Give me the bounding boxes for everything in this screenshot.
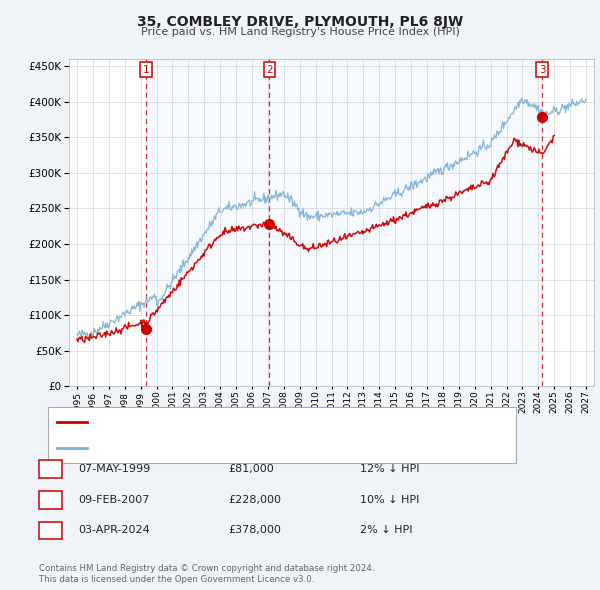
Text: 3: 3 — [47, 526, 54, 535]
Bar — [146, 59, 269, 386]
Text: This data is licensed under the Open Government Licence v3.0.: This data is licensed under the Open Gov… — [39, 575, 314, 584]
Text: 1: 1 — [47, 464, 54, 474]
Text: 1: 1 — [143, 65, 149, 75]
Text: £81,000: £81,000 — [228, 464, 274, 474]
Text: 09-FEB-2007: 09-FEB-2007 — [78, 495, 149, 504]
Text: Price paid vs. HM Land Registry's House Price Index (HPI): Price paid vs. HM Land Registry's House … — [140, 27, 460, 37]
Text: £228,000: £228,000 — [228, 495, 281, 504]
Text: 07-MAY-1999: 07-MAY-1999 — [78, 464, 150, 474]
Text: 03-APR-2024: 03-APR-2024 — [78, 526, 150, 535]
Text: 35, COMBLEY DRIVE, PLYMOUTH, PL6 8JW: 35, COMBLEY DRIVE, PLYMOUTH, PL6 8JW — [137, 15, 463, 29]
Text: 12% ↓ HPI: 12% ↓ HPI — [360, 464, 419, 474]
Text: 2: 2 — [47, 495, 54, 504]
Text: £378,000: £378,000 — [228, 526, 281, 535]
Text: 2: 2 — [266, 65, 273, 75]
Text: 3: 3 — [539, 65, 545, 75]
Text: Contains HM Land Registry data © Crown copyright and database right 2024.: Contains HM Land Registry data © Crown c… — [39, 565, 374, 573]
Bar — [269, 59, 542, 386]
Text: 10% ↓ HPI: 10% ↓ HPI — [360, 495, 419, 504]
Text: 2% ↓ HPI: 2% ↓ HPI — [360, 526, 413, 535]
Text: HPI: Average price, detached house, City of Plymouth: HPI: Average price, detached house, City… — [93, 443, 360, 453]
Text: 35, COMBLEY DRIVE, PLYMOUTH, PL6 8JW (detached house): 35, COMBLEY DRIVE, PLYMOUTH, PL6 8JW (de… — [93, 417, 391, 427]
